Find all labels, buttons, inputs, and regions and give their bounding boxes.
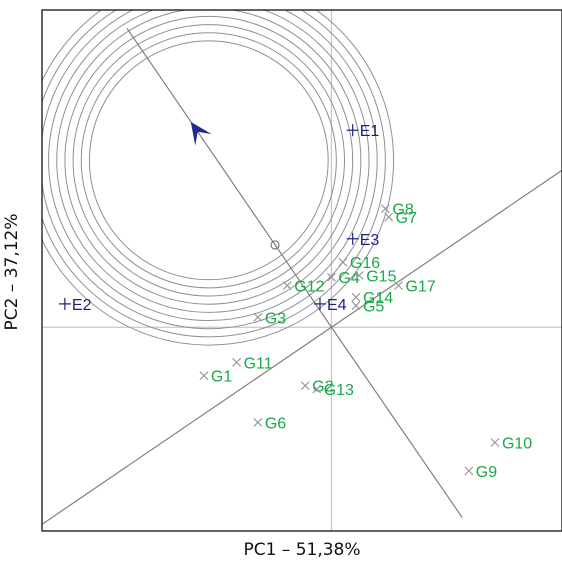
genotype-marker xyxy=(384,212,394,222)
genotype-marker xyxy=(300,381,310,391)
genotype-marker xyxy=(253,418,263,427)
concentric-circle xyxy=(42,10,378,330)
genotype-label-g1: G1 xyxy=(211,369,232,386)
genotype-marker xyxy=(351,292,361,302)
average-environment-arrow xyxy=(190,121,212,146)
genotype-label-g14: G14 xyxy=(363,290,393,307)
plot-frame xyxy=(41,9,562,532)
environment-label-e1: E1 xyxy=(360,123,380,140)
genotype-label-g13: G13 xyxy=(324,382,354,399)
genotype-label-g9: G9 xyxy=(476,464,497,481)
genotype-label-g17: G17 xyxy=(405,279,435,296)
genotype-label-g12: G12 xyxy=(294,279,324,296)
concentric-circle xyxy=(56,10,362,313)
reference-line xyxy=(126,28,332,328)
concentric-circle xyxy=(42,10,395,346)
genotype-label-g15: G15 xyxy=(366,269,396,286)
y-axis-title: PC2 – 37,12% xyxy=(2,213,22,331)
genotype-label-g16: G16 xyxy=(350,255,380,272)
genotype-marker xyxy=(282,281,292,290)
environment-label-e3: E3 xyxy=(360,232,380,249)
genotype-marker xyxy=(354,271,364,280)
genotype-marker xyxy=(394,281,403,290)
reference-line xyxy=(330,326,463,518)
reference-line xyxy=(331,169,562,328)
concentric-circle xyxy=(80,32,337,289)
genotype-marker xyxy=(380,204,390,214)
environment-label-e2: E2 xyxy=(72,297,92,314)
genotype-label-g11: G11 xyxy=(244,355,273,372)
concentric-circle xyxy=(42,10,386,338)
genotype-marker xyxy=(312,384,322,394)
genotype-label-g4: G4 xyxy=(338,270,359,287)
x-axis-title: PC1 – 51,38% xyxy=(243,540,361,560)
genotype-marker xyxy=(232,357,242,367)
genotype-label-g2: G2 xyxy=(312,379,333,396)
concentric-circle xyxy=(64,15,354,305)
genotype-label-g5: G5 xyxy=(363,299,384,316)
genotype-marker xyxy=(253,312,263,322)
genotype-marker xyxy=(199,371,209,381)
genotype-marker xyxy=(327,272,336,282)
genotype-label-g6: G6 xyxy=(265,415,286,432)
genotype-label-g8: G8 xyxy=(392,202,413,219)
genotype-marker xyxy=(351,301,361,310)
environment-label-e4: E4 xyxy=(327,297,347,314)
concentric-circle xyxy=(48,10,370,321)
concentric-circle xyxy=(72,24,346,297)
genotype-label-g10: G10 xyxy=(502,435,532,452)
average-environment-marker xyxy=(270,240,280,250)
genotype-label-g3: G3 xyxy=(265,310,286,327)
reference-line xyxy=(42,326,332,525)
genotype-marker xyxy=(338,257,348,267)
concentric-circle xyxy=(88,40,329,281)
genotype-marker xyxy=(464,466,474,476)
genotype-label-g7: G7 xyxy=(396,210,417,227)
genotype-marker xyxy=(490,438,500,447)
